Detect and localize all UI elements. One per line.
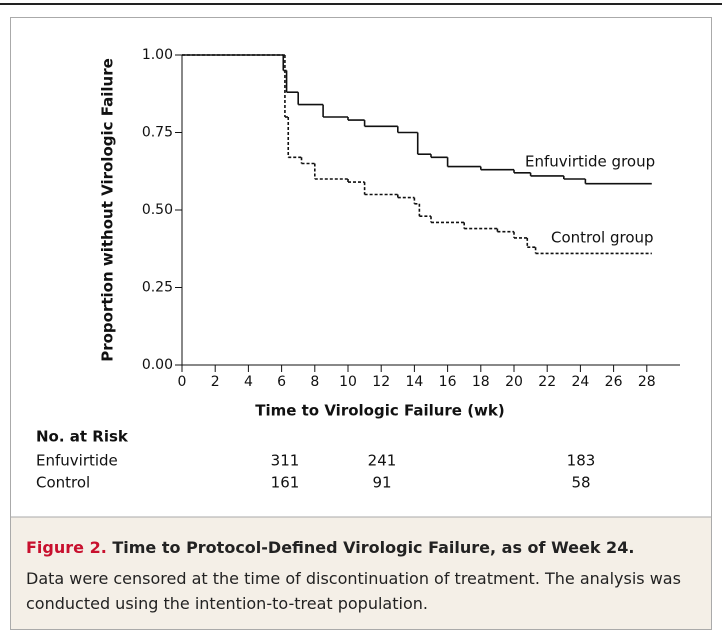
- caption-title: Time to Protocol-Defined Virologic Failu…: [112, 538, 635, 557]
- x-tick-label: 22: [538, 374, 556, 390]
- x-tick-label: 24: [571, 374, 589, 390]
- y-tick-label: 1.00: [142, 47, 173, 63]
- y-tick-label: 0.50: [142, 202, 173, 218]
- x-tick-label: 10: [339, 374, 357, 390]
- x-tick-label: 14: [405, 374, 423, 390]
- x-tick-label: 4: [244, 374, 253, 390]
- risk-count: 58: [571, 474, 590, 492]
- risk-title: No. at Risk: [36, 428, 129, 446]
- x-tick-label: 6: [277, 374, 286, 390]
- series-label: Control group: [551, 229, 654, 247]
- x-axis-label: Time to Virologic Failure (wk): [255, 402, 505, 420]
- y-tick-label: 0.25: [142, 280, 173, 296]
- y-axis-label: Proportion without Virologic Failure: [99, 58, 117, 362]
- y-tick-label: 0.75: [142, 125, 173, 141]
- x-tick-label: 18: [472, 374, 490, 390]
- x-tick-label: 12: [372, 374, 390, 390]
- x-tick-label: 2: [211, 374, 220, 390]
- x-tick-label: 8: [310, 374, 319, 390]
- risk-count: 91: [372, 474, 391, 492]
- caption-heading: Figure 2. Time to Protocol-Defined Virol…: [26, 535, 696, 560]
- y-tick-label: 0.00: [142, 357, 173, 373]
- x-tick-label: 20: [505, 374, 523, 390]
- caption: Figure 2. Time to Protocol-Defined Virol…: [26, 535, 696, 616]
- risk-row-label: Enfuvirtide: [36, 452, 118, 470]
- risk-count: 183: [567, 452, 596, 470]
- x-tick-label: 0: [178, 374, 187, 390]
- risk-count: 311: [271, 452, 300, 470]
- x-tick-label: 16: [439, 374, 457, 390]
- caption-text: Data were censored at the time of discon…: [26, 569, 681, 613]
- risk-row-label: Control: [36, 474, 90, 492]
- figure-frame: [10, 17, 712, 630]
- x-tick-label: 28: [638, 374, 656, 390]
- risk-count: 241: [368, 452, 397, 470]
- risk-count: 161: [271, 474, 300, 492]
- series-label: Enfuvirtide group: [525, 153, 655, 171]
- x-tick-label: 26: [605, 374, 623, 390]
- figure-number: Figure 2.: [26, 538, 107, 557]
- caption-background: [11, 517, 711, 629]
